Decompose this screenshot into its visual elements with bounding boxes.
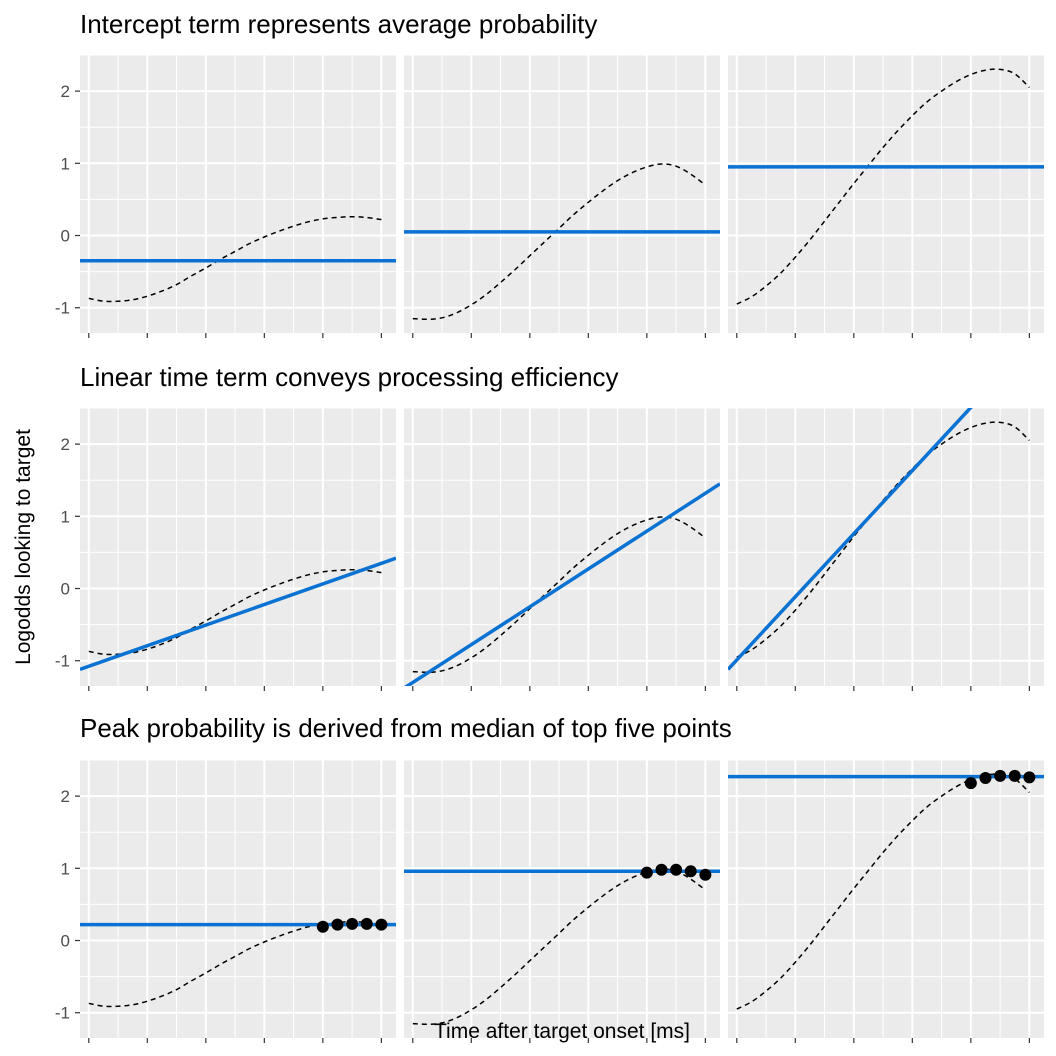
y-tick-label: -1 [55,1004,70,1023]
top-point [1008,769,1021,782]
panel-plot-area [80,917,396,1008]
top-point [316,920,329,933]
y-tick-label: 1 [61,154,70,173]
fit-line [80,556,396,672]
row-title-2: Linear time term conveys processing effi… [80,362,619,392]
y-tick-label: 0 [61,227,70,246]
x-axis-title: Time after target onset [ms] [434,1020,690,1043]
y-tick-label: 2 [61,82,70,101]
observed-curve [412,516,706,674]
y-tick-label: 0 [61,932,70,951]
panel-background [80,55,396,333]
y-tick-label: 1 [61,859,70,878]
panel-background [80,408,396,686]
observed-curve [412,868,706,1026]
top-point [360,917,373,930]
panel-plot-area [80,215,396,303]
panel-plot-area [404,863,720,1026]
panel-background [728,55,1044,333]
observed-curve [412,163,706,321]
panel-r3-c2 [404,759,720,1043]
y-axis-title: Logodds looking to target [12,429,35,665]
top-point [684,865,697,878]
y-tick-label: -1 [55,652,70,671]
panel-r2-c3 [728,407,1044,691]
panel-background [404,408,720,686]
top-point [331,918,344,931]
panel-plot-area [404,482,720,686]
panel-r3-c1: -1 0 1 2 [55,759,396,1043]
panels: -1 0 1 2 -1 0 1 2 -1 0 1 2 [55,54,1044,1043]
panel-r3-c3 [728,759,1044,1043]
top-point [655,863,668,876]
panel-plot-area [728,408,1030,671]
top-point [699,868,712,881]
y-tick-label: 1 [61,507,70,526]
fit-line [404,482,720,686]
observed-curve [88,215,382,303]
panel-background [80,760,396,1038]
panel-r1-c3 [728,54,1044,338]
top-point [670,863,683,876]
panel-background [404,55,720,333]
y-tick-label: 2 [61,787,70,806]
panel-r2-c1: -1 0 1 2 [55,407,396,691]
y-tick-label: 2 [61,435,70,454]
panel-background [728,408,1044,686]
y-tick-label: -1 [55,299,70,318]
panel-r1-c2 [404,54,720,338]
panel-plot-area [80,556,396,672]
y-tick-label: 0 [61,580,70,599]
top-point [994,769,1007,782]
top-point [1023,771,1036,784]
panel-plot-area [728,769,1044,1010]
panel-r1-c1: -1 0 1 2 [55,54,396,338]
panel-background [728,760,1044,1038]
top-point [964,777,977,790]
top-point [979,772,992,785]
panel-r2-c2 [404,407,720,691]
observed-curve [88,568,382,656]
observed-curve [736,68,1030,305]
panel-plot-area [728,68,1044,305]
row-title-3: Peak probability is derived from median … [80,713,732,743]
panel-plot-area [404,163,720,321]
top-point [375,918,388,931]
top-point [346,917,359,930]
row-title-1: Intercept term represents average probab… [80,9,597,39]
fit-line [728,408,973,671]
top-point [640,866,653,879]
panel-background [404,760,720,1038]
